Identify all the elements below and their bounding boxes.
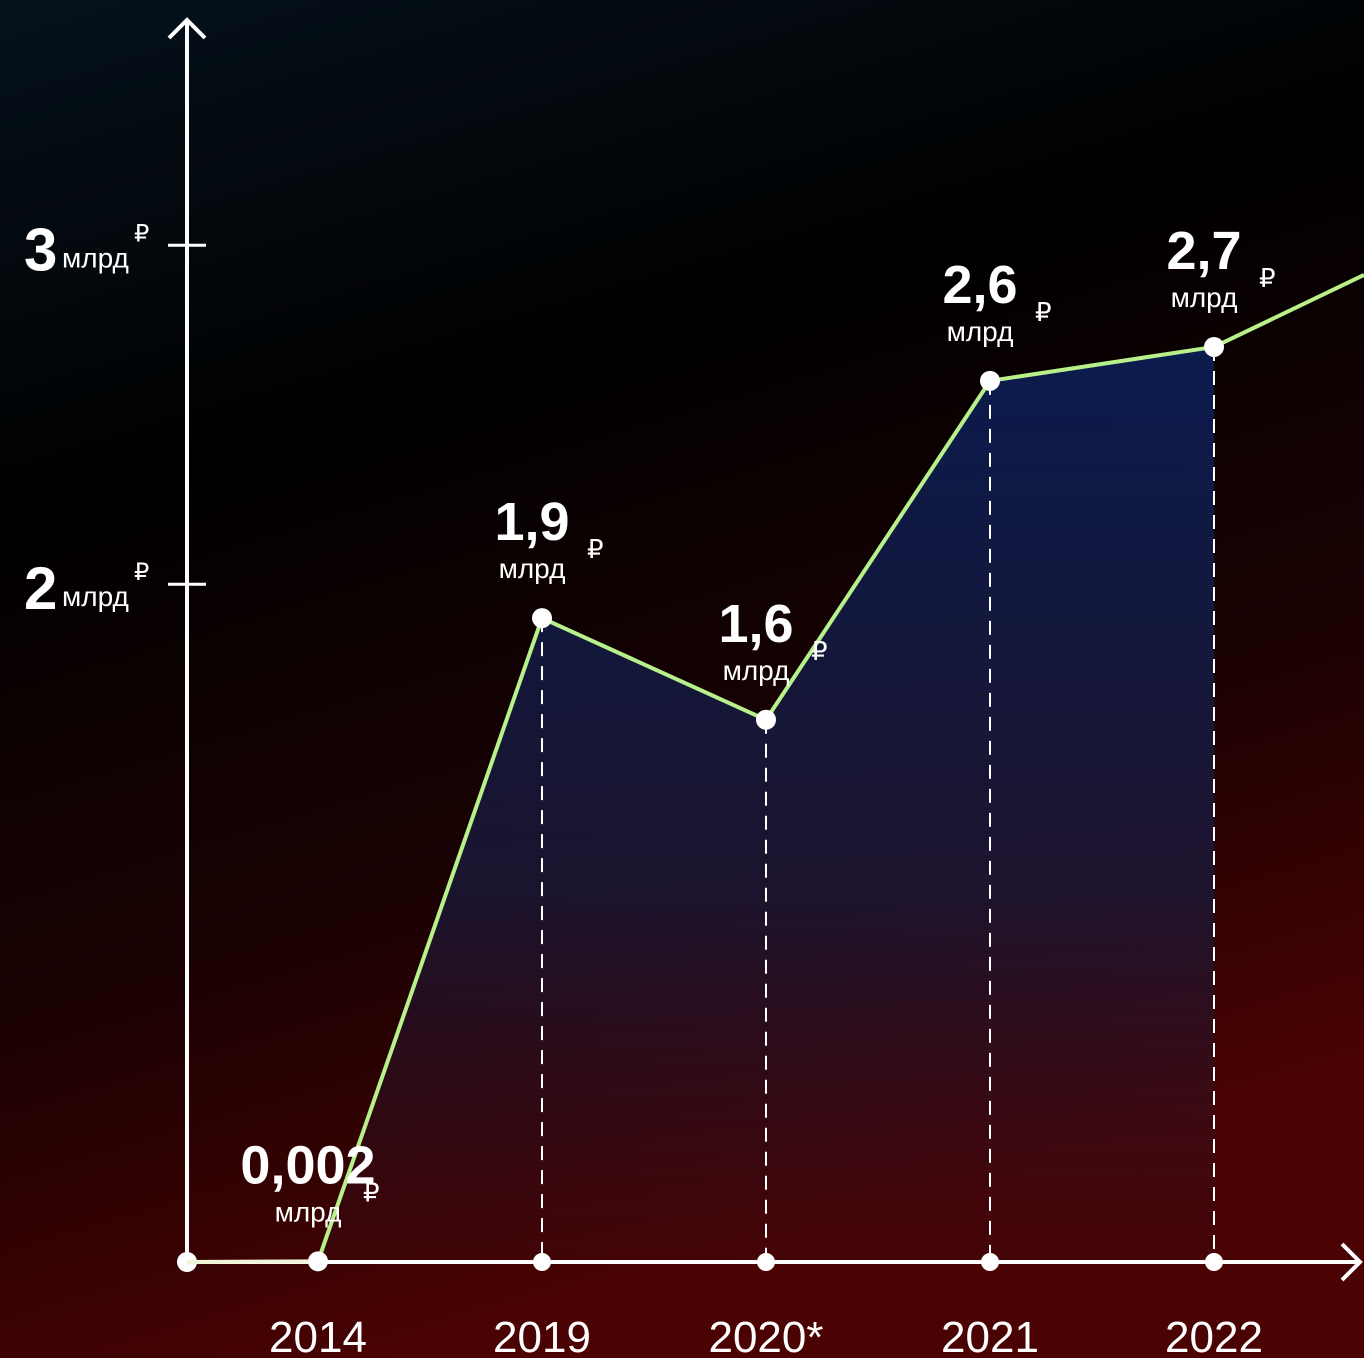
axis-dot — [1205, 1253, 1223, 1271]
value-unit: млрд — [723, 655, 790, 686]
axis-dot — [981, 1253, 999, 1271]
value-currency: ₽ — [811, 636, 828, 666]
point — [756, 709, 776, 730]
value-unit: млрд — [1171, 282, 1238, 313]
trail-segment — [1213, 273, 1364, 349]
value-currency: ₽ — [1259, 263, 1276, 293]
value-currency: ₽ — [587, 534, 604, 564]
y-axis-arrow — [167, 17, 207, 40]
y-tick-currency: ₽ — [134, 220, 149, 247]
point — [308, 1251, 328, 1272]
axis-dot — [757, 1253, 775, 1271]
value-label: 2,7 — [1166, 221, 1241, 281]
y-tick-label: 3 — [24, 216, 57, 283]
x-tick-label: 2022 — [1165, 1313, 1263, 1358]
lead-segment — [186, 1259, 319, 1264]
x-tick-label: 2019 — [493, 1313, 591, 1358]
value-label: 1,9 — [494, 492, 569, 552]
y-tick-label: 2 — [24, 555, 57, 622]
y-tick-unit: млрд — [62, 581, 129, 612]
value-currency: ₽ — [363, 1177, 380, 1207]
value-currency: ₽ — [1035, 297, 1052, 327]
x-tick-label: 2014 — [269, 1313, 367, 1358]
y-tick-currency: ₽ — [134, 559, 149, 586]
x-axis-arrow — [1340, 1242, 1363, 1282]
value-unit: млрд — [275, 1196, 342, 1227]
value-label: 0,002 — [240, 1135, 375, 1195]
value-label: 2,6 — [942, 255, 1017, 315]
axis-dot — [533, 1253, 551, 1271]
point — [532, 608, 552, 629]
area — [187, 346, 1214, 1263]
x-tick-label: 2021 — [941, 1313, 1039, 1358]
x-tick-label: 2020* — [708, 1313, 823, 1358]
point — [980, 370, 1000, 391]
value-label: 1,6 — [718, 594, 793, 654]
point — [1204, 336, 1224, 357]
value-unit: млрд — [499, 553, 566, 584]
value-unit: млрд — [947, 316, 1014, 347]
y-tick-unit: млрд — [62, 242, 129, 273]
